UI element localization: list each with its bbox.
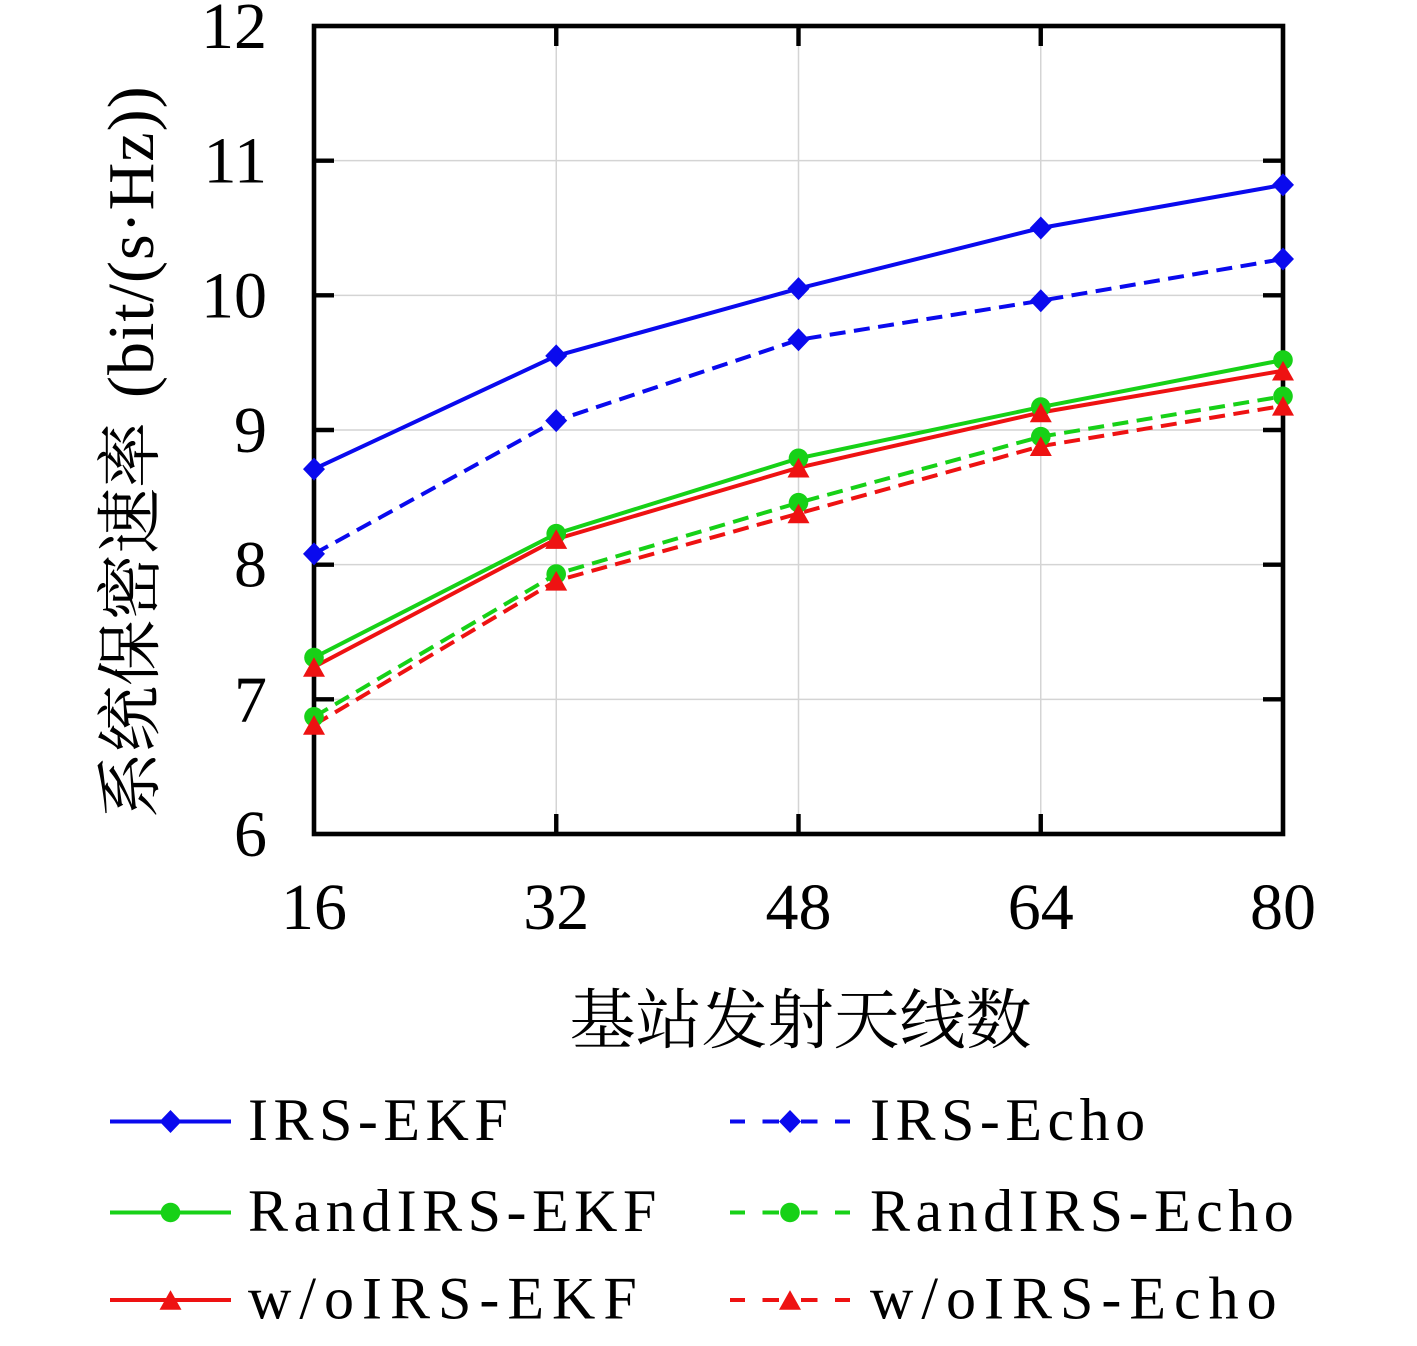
svg-text:6: 6: [234, 798, 267, 871]
svg-text:RandIRS-EKF: RandIRS-EKF: [248, 1178, 662, 1244]
svg-text:9: 9: [234, 394, 267, 467]
svg-text:32: 32: [523, 871, 589, 944]
svg-text:RandIRS-Echo: RandIRS-Echo: [870, 1178, 1299, 1244]
svg-text:16: 16: [281, 871, 347, 944]
svg-text:48: 48: [766, 871, 832, 944]
svg-text:(bit/(s·Hz)): (bit/(s·Hz)): [95, 85, 168, 398]
svg-text:7: 7: [234, 663, 267, 736]
svg-text:w/oIRS-EKF: w/oIRS-EKF: [248, 1266, 645, 1332]
svg-text:12: 12: [201, 0, 267, 63]
svg-text:IRS-Echo: IRS-Echo: [870, 1087, 1151, 1153]
svg-text:80: 80: [1250, 871, 1316, 944]
svg-text:11: 11: [203, 125, 267, 198]
svg-text:w/oIRS-Echo: w/oIRS-Echo: [870, 1266, 1285, 1332]
svg-text:IRS-EKF: IRS-EKF: [248, 1087, 513, 1153]
svg-text:8: 8: [234, 529, 267, 602]
svg-text:10: 10: [201, 259, 267, 332]
svg-text:64: 64: [1008, 871, 1074, 944]
